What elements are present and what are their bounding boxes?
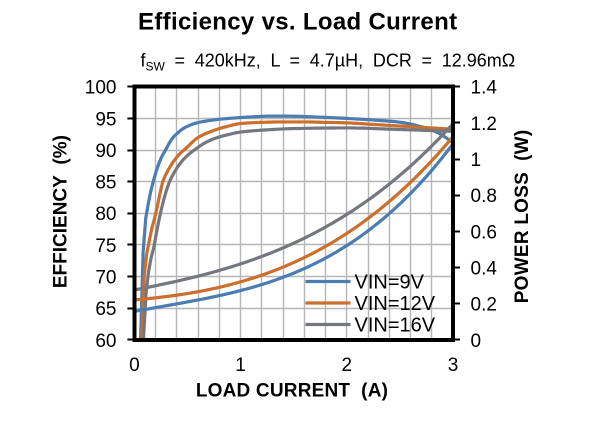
svg-text:0.2: 0.2 [471,295,497,316]
svg-text:Efficiency vs. Load Current: Efficiency vs. Load Current [138,9,457,36]
svg-text:0.6: 0.6 [471,222,497,243]
svg-text:85: 85 [95,173,116,194]
svg-text:3: 3 [448,355,459,376]
svg-text:POWER LOSS (W): POWER LOSS (W) [512,130,533,304]
svg-text:LOAD CURRENT (A): LOAD CURRENT (A) [196,381,388,402]
svg-text:0.4: 0.4 [471,259,498,280]
svg-text:65: 65 [95,299,116,320]
svg-text:0: 0 [471,331,482,352]
svg-text:90: 90 [95,141,116,162]
svg-text:0: 0 [129,355,140,376]
svg-text:VIN=12V: VIN=12V [355,293,436,315]
svg-text:1.2: 1.2 [471,114,497,135]
svg-text:1: 1 [235,355,246,376]
svg-text:VIN=16V: VIN=16V [355,315,436,337]
svg-text:60: 60 [95,331,116,352]
svg-text:0.8: 0.8 [471,186,497,207]
svg-text:VIN=9V: VIN=9V [355,272,425,294]
svg-text:EFFICIENCY (%): EFFICIENCY (%) [51,135,72,288]
svg-text:fSW = 420kHz, L = 4.7µH, DCR =: fSW = 420kHz, L = 4.7µH, DCR = 12.96mΩ [141,50,516,73]
svg-text:1.4: 1.4 [471,78,498,99]
svg-text:80: 80 [95,204,116,225]
svg-text:75: 75 [95,236,116,257]
svg-text:100: 100 [85,78,117,99]
svg-text:70: 70 [95,268,116,289]
svg-text:95: 95 [95,109,116,130]
svg-text:2: 2 [342,355,353,376]
svg-text:1: 1 [471,150,482,171]
